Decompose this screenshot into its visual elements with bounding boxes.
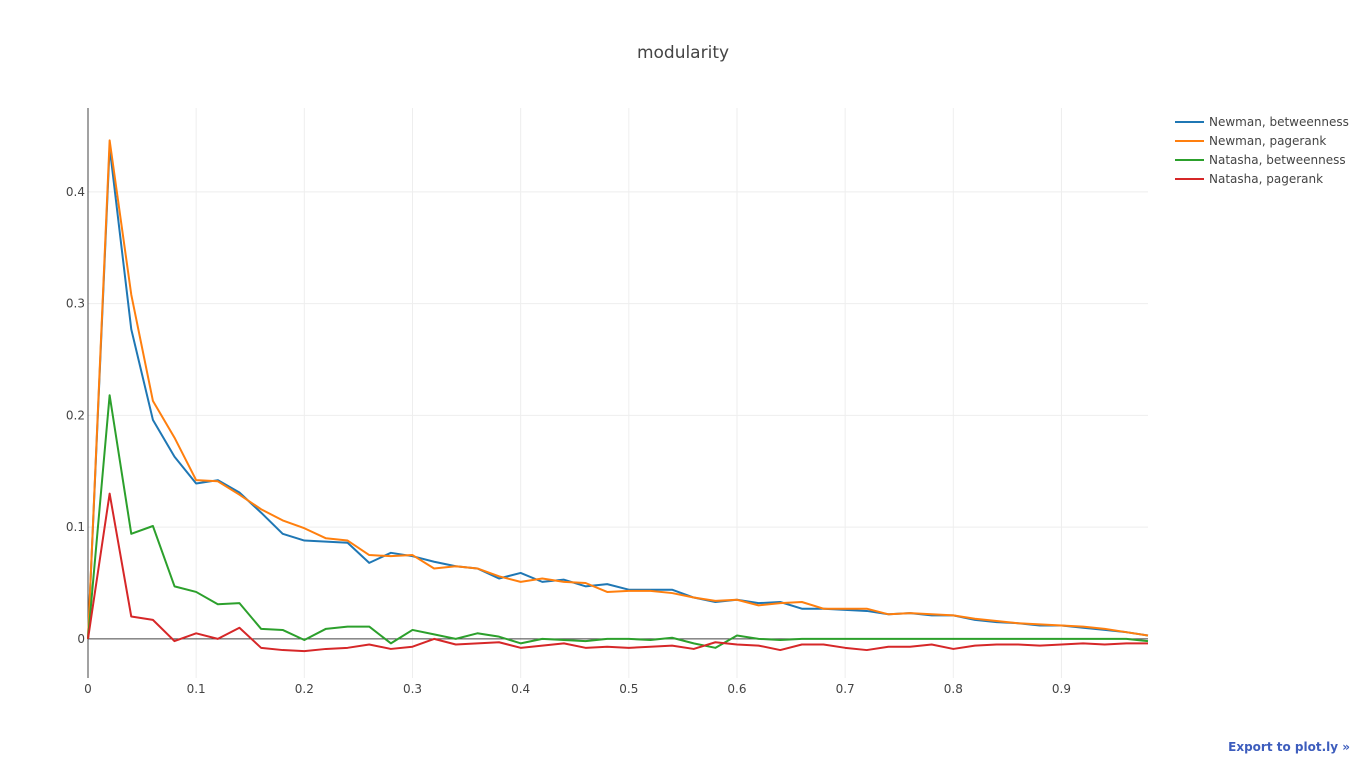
x-tick-label: 0.2 xyxy=(295,682,314,696)
series-line-2[interactable] xyxy=(87,139,1149,639)
x-tick-label: 0.8 xyxy=(944,682,963,696)
y-tick-label: 0.3 xyxy=(66,297,85,311)
chart-title: modularity xyxy=(637,43,729,63)
y-tick-label: 0.1 xyxy=(66,520,85,534)
legend-label: Newman, betweenness xyxy=(1209,115,1349,129)
axes xyxy=(87,108,1148,678)
x-tick-label: 0.3 xyxy=(403,682,422,696)
y-tick-label: 0.2 xyxy=(66,408,85,422)
legend-label: Natasha, betweenness xyxy=(1209,153,1346,167)
legend-item[interactable]: Newman, pagerank xyxy=(1175,134,1326,148)
x-tick-label: 0.1 xyxy=(187,682,206,696)
x-tick-label: 0.5 xyxy=(619,682,638,696)
legend-item[interactable]: Natasha, pagerank xyxy=(1175,172,1323,186)
grid xyxy=(88,108,1148,678)
plot-area[interactable] xyxy=(87,139,1149,653)
x-tick-label: 0.7 xyxy=(836,682,855,696)
legend-label: Natasha, pagerank xyxy=(1209,172,1323,186)
y-tick-label: 0 xyxy=(77,632,85,646)
legend-label: Newman, pagerank xyxy=(1209,134,1326,148)
tick-labels: 0 0.1 0.2 0.3 0.4 0.5 0.6 0.7 0.8 0.9 0 0.1 0.2 0.3 0.… xyxy=(66,185,1071,696)
legend-item[interactable]: Newman, betweenness xyxy=(1175,115,1349,129)
x-tick-label: 0.9 xyxy=(1052,682,1071,696)
series-line-1[interactable] xyxy=(87,146,1149,639)
legend-item[interactable]: Natasha, betweenness xyxy=(1175,153,1346,167)
export-to-plotly-link[interactable]: Export to plot.ly » xyxy=(1228,740,1350,754)
x-tick-label: 0.6 xyxy=(727,682,746,696)
series-line-4[interactable] xyxy=(87,492,1148,653)
y-tick-label: 0.4 xyxy=(66,185,85,199)
x-tick-label: 0.4 xyxy=(511,682,530,696)
series-line-3[interactable] xyxy=(87,394,1149,649)
legend[interactable]: Newman, betweenness Newman, pagerank Natas… xyxy=(1175,115,1349,186)
x-tick-label: 0 xyxy=(84,682,92,696)
